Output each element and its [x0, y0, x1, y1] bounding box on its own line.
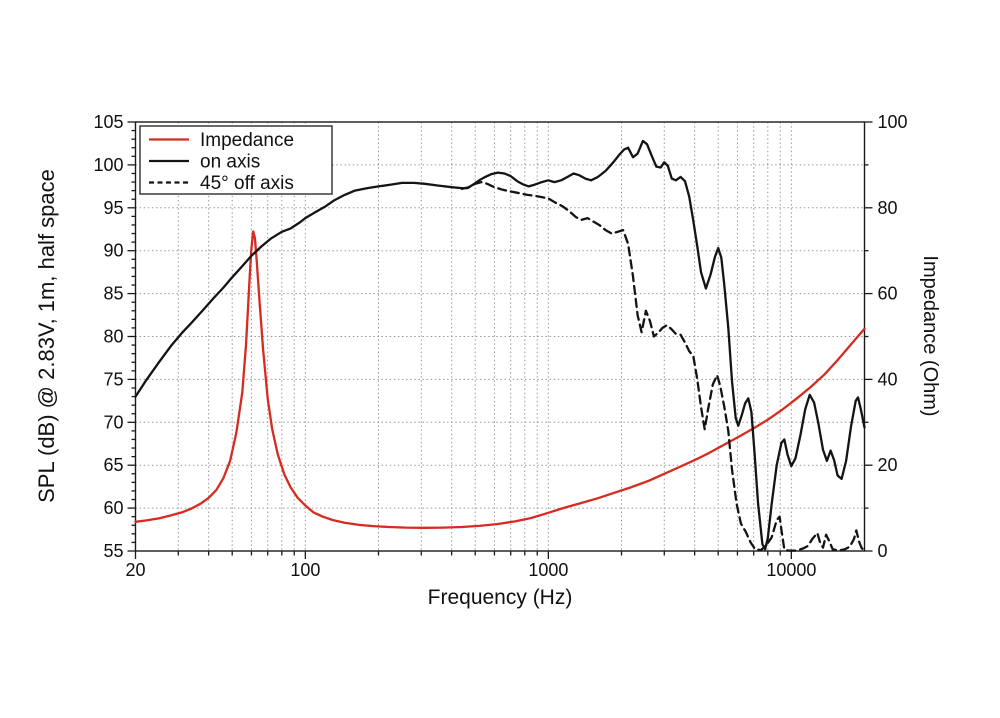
y-left-tick-label: 55 — [103, 541, 123, 561]
y-left-tick-label: 70 — [103, 412, 123, 432]
legend-label: on axis — [200, 152, 260, 173]
y-left-tick-label: 60 — [103, 498, 123, 518]
legend-label: 45° off axis — [200, 173, 294, 194]
y-right-tick-label: 20 — [878, 455, 898, 475]
x-tick-label: 100 — [290, 560, 320, 580]
series-curves — [134, 139, 866, 552]
y-right-tick-label: 40 — [878, 369, 898, 389]
y-right-tick-label: 100 — [878, 112, 908, 132]
y-axis-label-right: Impedance (Ohm) — [919, 255, 941, 416]
gridlines — [135, 122, 865, 551]
y-right-tick-label: 0 — [878, 541, 888, 561]
y-right-tick-label: 80 — [878, 198, 898, 218]
y-left-tick-label: 85 — [103, 284, 123, 304]
y-left-tick-label: 105 — [93, 112, 123, 132]
y-right-tick-label: 60 — [878, 284, 898, 304]
y-left-tick-label: 95 — [103, 198, 123, 218]
y-left-tick-label: 80 — [103, 327, 123, 347]
series-on-axis — [134, 139, 866, 551]
x-axis-label: Frequency (Hz) — [428, 586, 573, 609]
y-left-tick-label: 100 — [93, 155, 123, 175]
y-axis-label-left: SPL (dB) @ 2.83V, 1m, half space — [34, 169, 59, 503]
y-left-tick-label: 90 — [103, 241, 123, 261]
x-tick-label: 10000 — [766, 560, 816, 580]
legend-label: Impedance — [200, 130, 294, 151]
series-impedance — [134, 230, 866, 529]
series-45-off-axis — [460, 180, 866, 552]
x-tick-label: 1000 — [528, 560, 568, 580]
y-left-tick-label: 65 — [103, 455, 123, 475]
x-tick-label: 20 — [125, 560, 145, 580]
tick-labels: 20 100 1000 10000 55 60 65 70 75 80 85 90 95 100 105 0 2… — [93, 112, 907, 580]
y-left-tick-label: 75 — [103, 369, 123, 389]
